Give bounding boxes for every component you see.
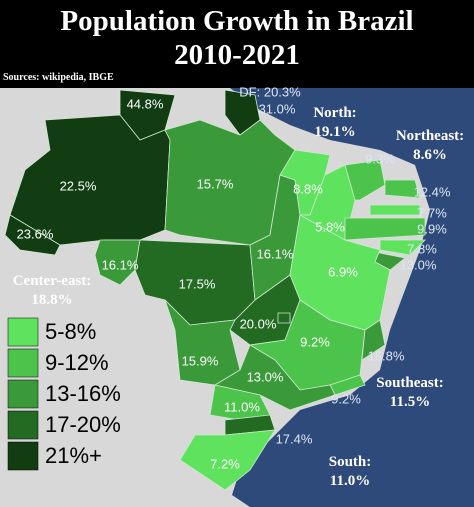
legend-swatch xyxy=(7,348,39,378)
region-name: South: xyxy=(329,454,372,470)
state-label: 12.4% xyxy=(414,184,451,199)
legend-swatch xyxy=(7,441,39,471)
region-name: Center-east: xyxy=(13,273,92,289)
state-label: 6.9% xyxy=(328,264,358,279)
legend-swatch xyxy=(7,317,39,347)
state xyxy=(213,344,336,411)
state-label: 15.9% xyxy=(182,353,219,368)
state-label: 16.1% xyxy=(102,257,139,272)
state-label: 7.7% xyxy=(417,205,447,220)
region-value: 11.0% xyxy=(330,473,370,489)
region-value: 18.8% xyxy=(31,292,72,308)
state-label: 44.8% xyxy=(127,96,164,111)
state xyxy=(344,159,386,201)
state-label: 7.2% xyxy=(210,456,240,471)
region-name: North: xyxy=(313,105,356,121)
legend-label: 13-16% xyxy=(45,381,121,406)
title-band xyxy=(0,0,474,88)
state-label: 22.5% xyxy=(60,178,97,193)
state-label: 23.6% xyxy=(17,226,54,241)
region-value: 19.1% xyxy=(314,124,355,140)
state-label: 9.3% xyxy=(365,151,395,166)
region-name: Northeast: xyxy=(396,128,464,144)
title: Population Growth in Brazil xyxy=(60,5,413,37)
state xyxy=(369,204,421,216)
ocean xyxy=(230,88,474,507)
state xyxy=(179,429,276,491)
legend-label: 17-20% xyxy=(45,412,121,437)
state-label: 5.8% xyxy=(315,219,345,234)
state-label: 9.2% xyxy=(300,334,330,349)
state-label: 16.8% xyxy=(368,348,405,363)
state-label: 20.0% xyxy=(240,316,277,331)
legend-swatch xyxy=(7,410,39,440)
state-label: 17.4% xyxy=(276,431,313,446)
state-label: 8.8% xyxy=(293,181,323,196)
state-label: 13.0% xyxy=(247,369,284,384)
labels: 44.8% 31.0% 22.5% 23.6% 15.7% 16.1% 17.5% 16.1%… xyxy=(7,84,464,489)
state xyxy=(379,239,426,256)
region-value: 11.5% xyxy=(390,394,430,410)
legend-swatch xyxy=(7,379,39,409)
state xyxy=(4,214,61,256)
region-name: Southeast: xyxy=(376,375,444,391)
state xyxy=(384,179,421,199)
region-value: 8.6% xyxy=(413,147,447,163)
state-label: DF: 20.3% xyxy=(239,84,301,99)
state-label: 15.7% xyxy=(197,176,234,191)
states xyxy=(4,89,426,491)
state-label: 16.1% xyxy=(257,246,294,261)
state xyxy=(344,217,426,241)
state-label: 17.5% xyxy=(179,276,216,291)
state xyxy=(361,319,386,361)
state-label: 9.2% xyxy=(331,391,361,406)
legend-label: 21%+ xyxy=(45,443,102,468)
subtitle: 2010-2021 xyxy=(174,39,300,71)
legend-label: 5-8% xyxy=(45,319,96,344)
legend-label: 9-12% xyxy=(45,350,109,375)
state-label: 7.8% xyxy=(407,241,437,256)
state-label: 31.0% xyxy=(259,101,296,116)
state-label: 13.0% xyxy=(400,257,437,272)
state-label: 11.0% xyxy=(224,399,260,414)
state xyxy=(277,312,291,324)
source: Sources: wikipedia, IBGE xyxy=(3,72,114,83)
state-label: 9.9% xyxy=(417,221,447,236)
